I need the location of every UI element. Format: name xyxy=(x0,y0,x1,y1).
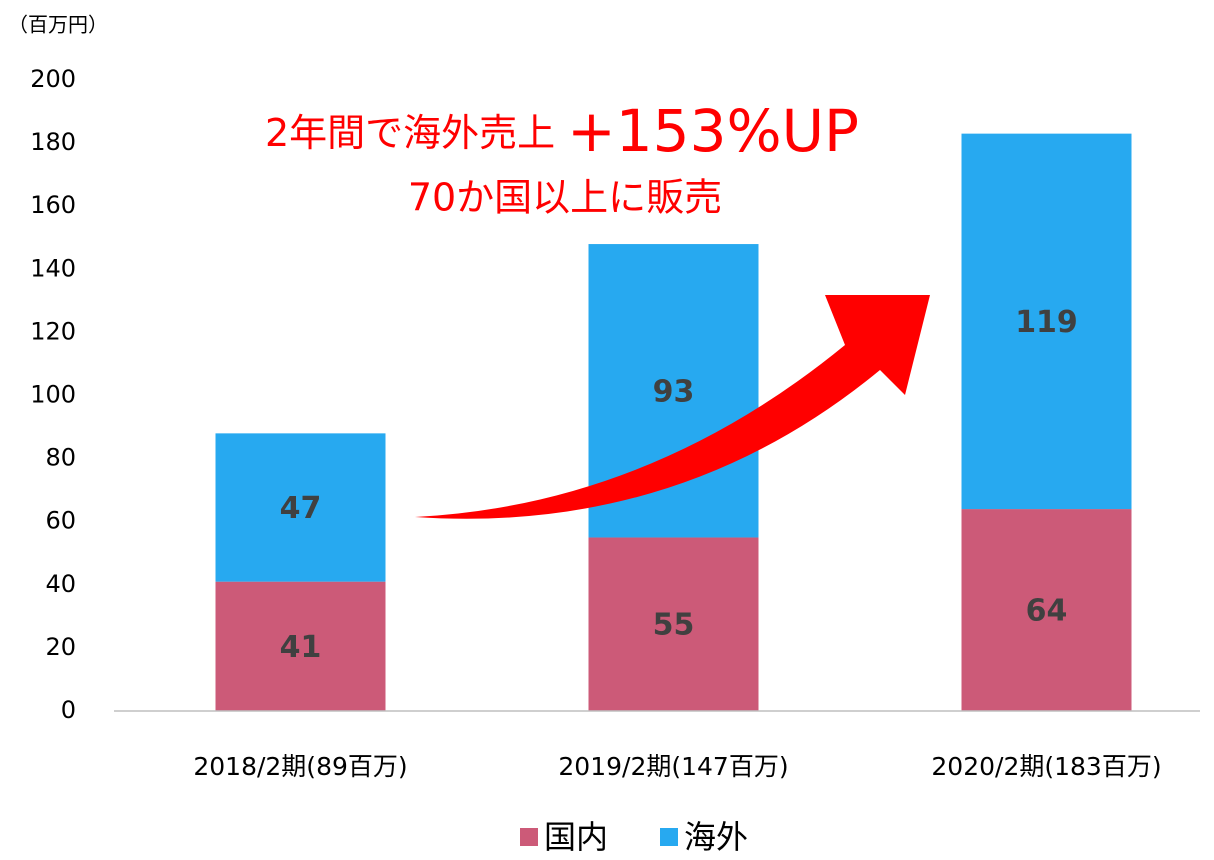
y-tick-label: 60 xyxy=(45,507,76,535)
growth-arrow xyxy=(415,295,930,519)
bar-segment xyxy=(961,509,1132,711)
data-label: 119 xyxy=(1015,305,1078,340)
y-tick-label: 80 xyxy=(45,444,76,472)
y-tick-label: 120 xyxy=(30,317,76,345)
x-tick-label: 2018/2期(89百万) xyxy=(193,752,407,781)
bar-segment xyxy=(215,433,386,582)
y-tick-label: 0 xyxy=(61,696,76,724)
x-tick-label: 2020/2期(183百万) xyxy=(931,752,1161,781)
legend-label: 国内 xyxy=(544,818,608,856)
x-tick-label: 2019/2期(147百万) xyxy=(558,752,788,781)
y-tick-label: 100 xyxy=(30,381,76,409)
legend-swatch xyxy=(660,828,678,846)
y-tick-label: 40 xyxy=(45,570,76,598)
y-tick-label: 140 xyxy=(30,254,76,282)
y-tick-label: 160 xyxy=(30,191,76,219)
data-label: 64 xyxy=(1026,594,1068,629)
legend-label: 海外 xyxy=(684,818,748,856)
data-label: 55 xyxy=(653,608,695,643)
annotation-text: 2年間で海外売上 xyxy=(265,111,555,155)
data-label: 47 xyxy=(280,491,322,526)
y-tick-label: 180 xyxy=(30,128,76,156)
legend-swatch xyxy=(520,828,538,846)
bar-segment xyxy=(215,581,386,711)
bar-segment xyxy=(588,537,759,711)
annotation-highlight: +153%UP xyxy=(567,97,859,165)
y-tick-label: 200 xyxy=(30,65,76,93)
bar-segment xyxy=(961,133,1132,510)
data-label: 93 xyxy=(653,374,695,409)
plot: 0 20 40 60 80 100 120 140 160 180 200 41 47 2018/2期(8… xyxy=(30,65,1200,856)
y-unit-label: （百万円） xyxy=(8,13,108,37)
data-label: 41 xyxy=(280,630,322,665)
y-tick-label: 20 xyxy=(45,633,76,661)
annotation: 2年間で海外売上 +153%UP xyxy=(265,97,859,165)
annotation: 70か国以上に販売 xyxy=(408,176,722,220)
